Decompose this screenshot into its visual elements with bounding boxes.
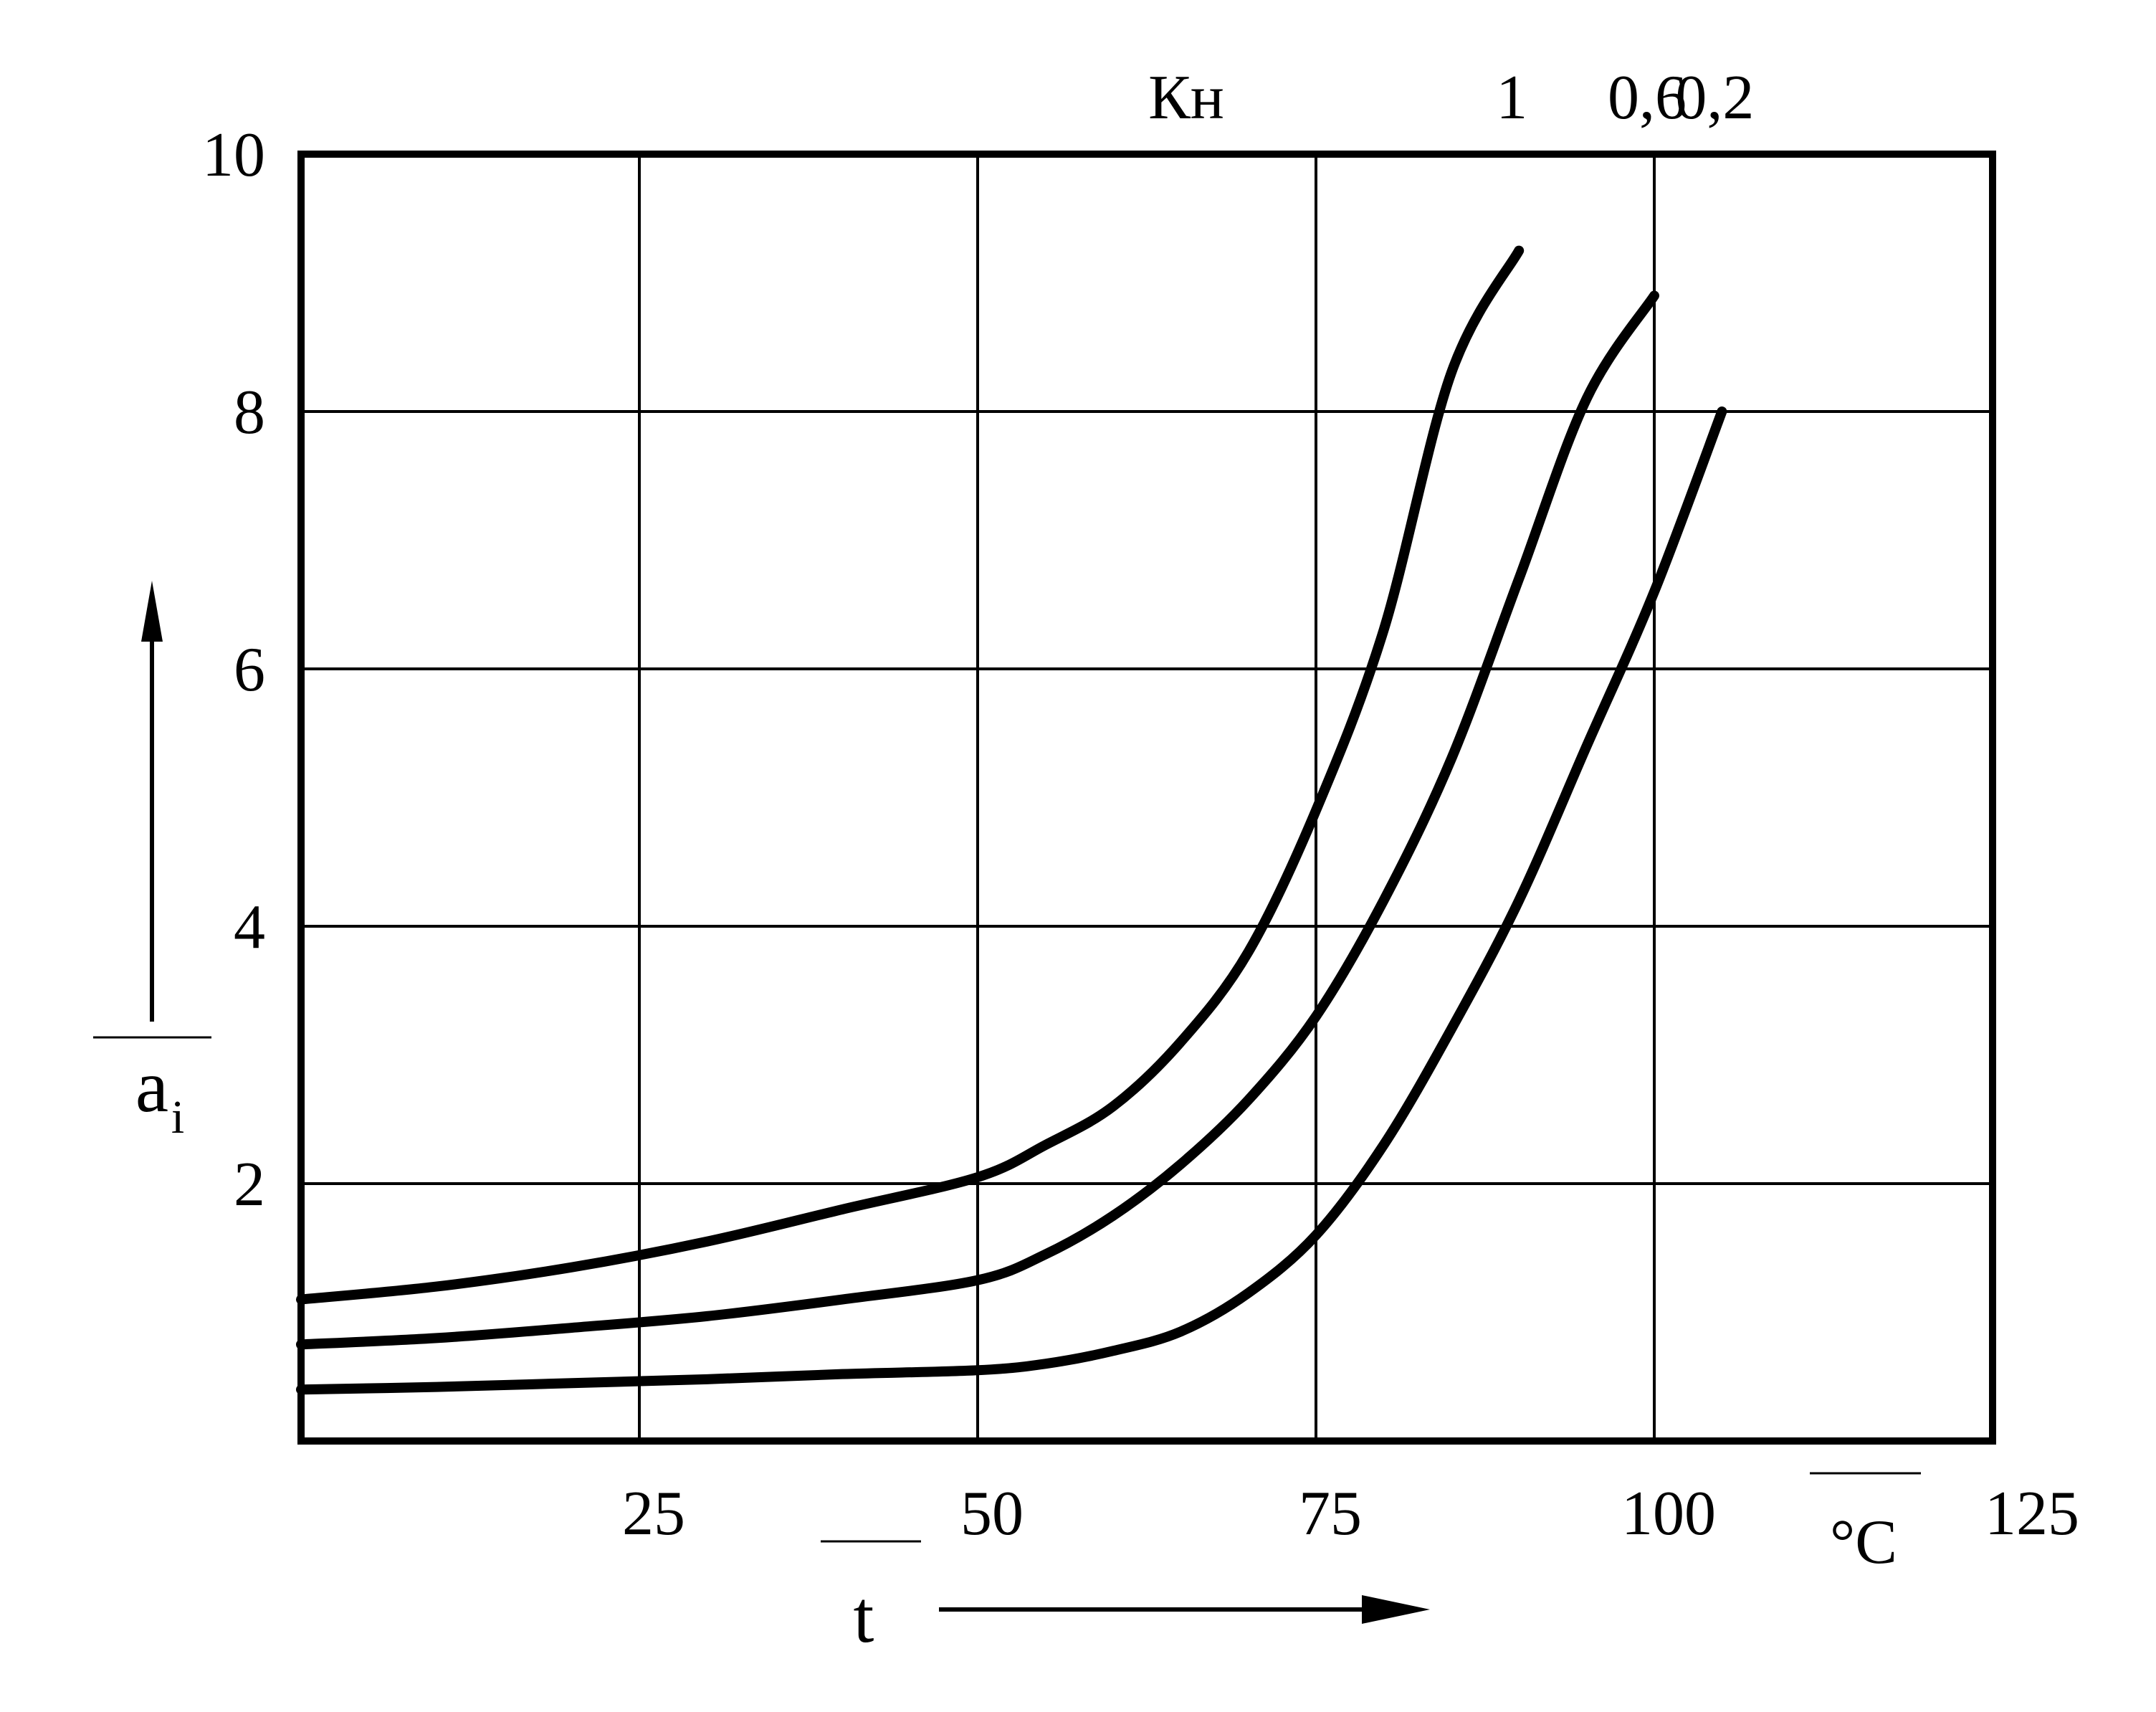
y-tick-label: 10	[202, 120, 265, 190]
curves	[296, 245, 1727, 1395]
x-tick-label: 75	[1299, 1479, 1362, 1549]
x-tick-label: 100	[1621, 1479, 1716, 1549]
x-axis-label: t	[854, 1576, 874, 1658]
y-tick-label: 6	[234, 635, 265, 705]
x-axis-arrow-head	[1362, 1595, 1430, 1624]
series-line-1	[296, 245, 1525, 1305]
series-label-1: 1	[1496, 63, 1527, 133]
x-axis-unit: °C	[1830, 1508, 1897, 1577]
plot-frame	[297, 151, 1996, 1445]
grid	[301, 154, 1993, 1441]
y-axis-label-group: a i	[93, 581, 211, 1143]
legend: Кн 1 0,60,2	[1148, 63, 1754, 133]
y-axis-label-subscript: i	[171, 1091, 184, 1143]
series-line-3	[296, 406, 1727, 1395]
series-line-2	[296, 290, 1659, 1350]
y-tick-label: 2	[234, 1150, 265, 1219]
y-tick-labels: 2 4 6 8 10	[202, 120, 265, 1219]
x-axis-label-group: t °C	[821, 1472, 1921, 1658]
y-tick-label: 8	[234, 378, 265, 447]
y-axis-arrow-head	[141, 581, 163, 642]
series-label-3: 0,2	[1675, 63, 1754, 133]
y-axis-label: a	[135, 1045, 168, 1128]
series-label-2: 0,6	[1608, 63, 1687, 133]
x-tick-label: 25	[622, 1479, 685, 1549]
y-tick-label: 4	[234, 893, 265, 962]
x-tick-label: 50	[960, 1479, 1024, 1549]
x-tick-labels: 25 50 75 100 125	[622, 1479, 2079, 1549]
legend-title: Кн	[1148, 63, 1224, 133]
x-tick-label: 125	[1985, 1479, 2079, 1549]
